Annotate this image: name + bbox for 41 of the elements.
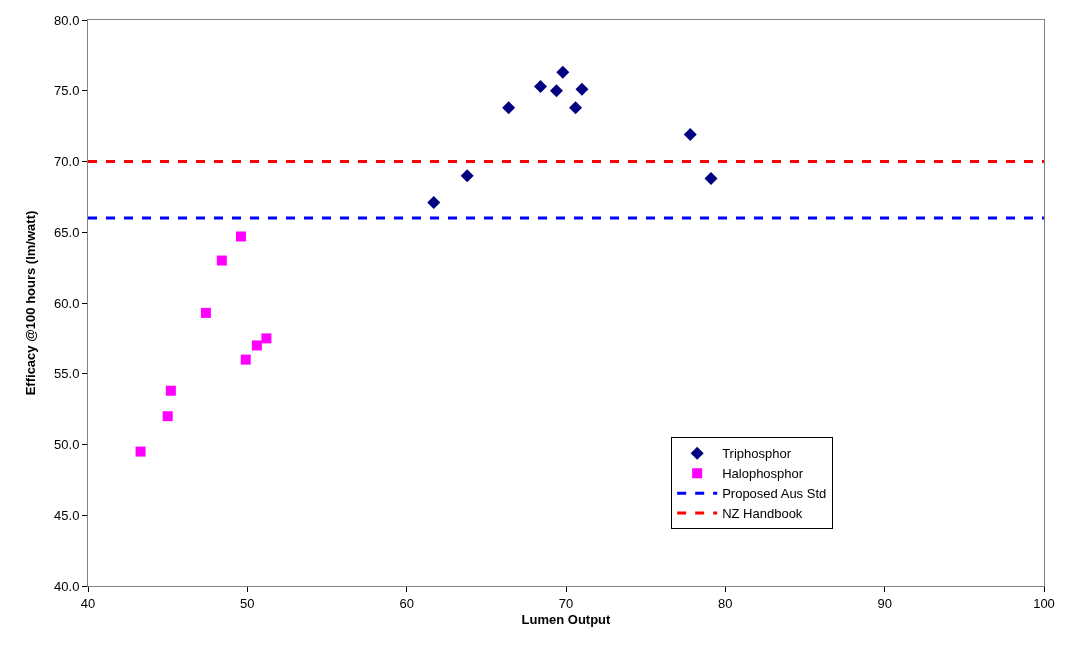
legend-label: NZ Handbook xyxy=(722,506,803,522)
y-tick-label: 70.0 xyxy=(54,154,80,170)
x-tick-label: 70 xyxy=(558,595,574,611)
point xyxy=(162,411,173,422)
x-axis-title: Lumen Output xyxy=(521,612,612,628)
point xyxy=(235,231,246,242)
legend-label: Triphosphor xyxy=(722,446,792,462)
point xyxy=(460,169,474,183)
y-tick-label: 55.0 xyxy=(54,366,80,382)
point xyxy=(427,196,441,210)
y-tick-label: 50.0 xyxy=(54,437,80,453)
point xyxy=(534,80,548,94)
x-tick-label: 40 xyxy=(80,595,96,611)
point xyxy=(135,446,146,457)
y-tick-label: 80.0 xyxy=(54,12,80,28)
point xyxy=(569,101,583,115)
point xyxy=(549,84,563,98)
point xyxy=(575,82,589,96)
x-tick-label: 80 xyxy=(718,595,733,611)
x-tick-label: 50 xyxy=(240,595,255,611)
point xyxy=(502,101,516,115)
point xyxy=(261,333,272,344)
point xyxy=(240,354,251,365)
legend-label: Halophosphor xyxy=(722,466,804,482)
x-tick-label: 60 xyxy=(399,595,414,611)
point xyxy=(251,340,262,351)
y-tick-label: 40.0 xyxy=(54,578,80,594)
y-tick-label: 65.0 xyxy=(54,224,80,240)
y-axis-title: Efficacy @100 hours (lm/watt) xyxy=(23,210,39,396)
point xyxy=(216,255,227,266)
y-tick-label: 75.0 xyxy=(54,83,80,99)
y-tick-label: 60.0 xyxy=(54,295,80,311)
point xyxy=(704,171,718,185)
legend-label: Proposed Aus Std xyxy=(722,486,827,502)
point xyxy=(200,307,211,318)
point xyxy=(556,65,570,79)
x-tick-label: 100 xyxy=(1033,595,1055,611)
y-tick-label: 45.0 xyxy=(54,507,80,523)
point xyxy=(683,128,697,142)
x-tick-label: 90 xyxy=(877,595,892,611)
point xyxy=(165,385,176,396)
